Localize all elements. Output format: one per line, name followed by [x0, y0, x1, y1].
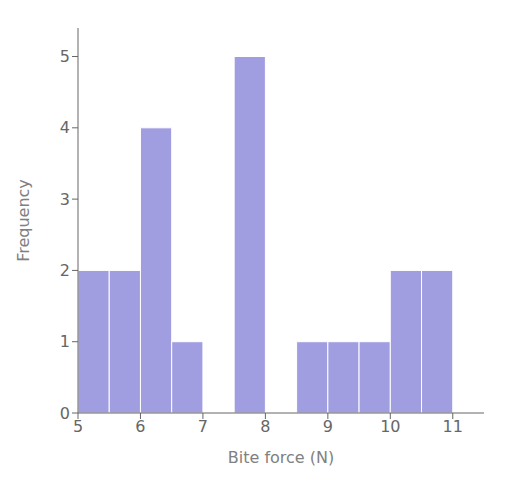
svg-text:5: 5	[73, 417, 83, 436]
svg-text:9: 9	[323, 417, 333, 436]
svg-text:8: 8	[260, 417, 270, 436]
svg-text:7: 7	[198, 417, 208, 436]
svg-text:1: 1	[60, 332, 70, 351]
svg-text:2: 2	[60, 261, 70, 280]
svg-text:0: 0	[60, 404, 70, 423]
svg-text:3: 3	[60, 190, 70, 209]
svg-text:Bite force (N): Bite force (N)	[228, 448, 334, 467]
svg-text:10: 10	[380, 417, 400, 436]
svg-text:Frequency: Frequency	[14, 179, 33, 262]
svg-text:11: 11	[443, 417, 463, 436]
svg-text:6: 6	[135, 417, 145, 436]
svg-text:4: 4	[60, 118, 70, 137]
svg-text:5: 5	[60, 47, 70, 66]
